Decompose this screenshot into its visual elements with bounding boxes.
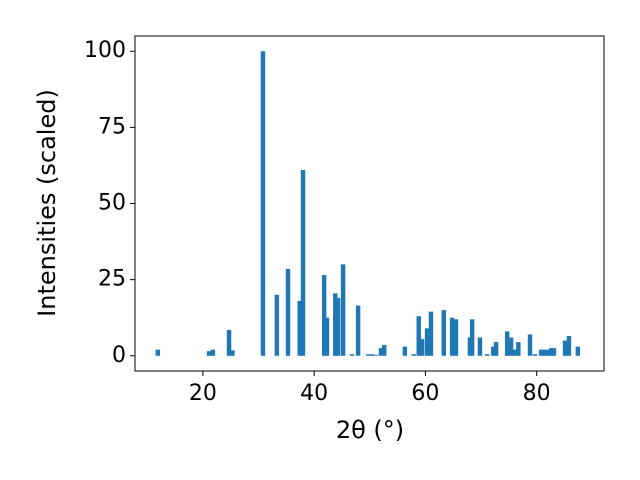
- y-tick-label: 75: [98, 114, 126, 139]
- bar: [355, 305, 361, 356]
- bar: [516, 342, 521, 356]
- bar: [300, 170, 306, 356]
- y-tick-label: 25: [98, 267, 126, 292]
- bar: [285, 268, 291, 356]
- bar: [333, 293, 338, 356]
- bar: [545, 349, 551, 356]
- bar: [575, 346, 581, 356]
- bar: [453, 319, 459, 356]
- bar: [411, 354, 416, 356]
- bar: [477, 337, 483, 356]
- bar: [226, 329, 232, 356]
- y-tick-label: 50: [98, 191, 126, 216]
- bar: [566, 335, 572, 356]
- bar: [449, 317, 455, 356]
- y-tick-label: 0: [112, 343, 126, 368]
- bar: [419, 339, 425, 356]
- bar: [402, 346, 408, 356]
- bar: [324, 317, 330, 356]
- bar: [321, 275, 327, 356]
- bar: [416, 316, 421, 356]
- x-tick-label: 80: [523, 381, 551, 406]
- bar: [441, 310, 446, 356]
- bar: [493, 342, 499, 356]
- bar: [532, 354, 538, 356]
- bar: [274, 294, 280, 356]
- bar: [491, 346, 496, 356]
- bar: [548, 348, 554, 356]
- x-axis-label: 2θ (°): [336, 416, 404, 444]
- bar: [155, 349, 161, 356]
- bar: [428, 311, 434, 356]
- x-tick-label: 20: [189, 381, 217, 406]
- y-axis-label: Intensities (scaled): [33, 89, 61, 317]
- bar: [335, 297, 341, 356]
- bar: [206, 351, 212, 356]
- bar: [424, 328, 430, 356]
- bar: [562, 340, 568, 356]
- bar: [210, 349, 216, 356]
- bar: [297, 300, 302, 356]
- x-tick-label: 40: [300, 381, 328, 406]
- plot-frame: [134, 35, 605, 372]
- x-tick-label: 60: [411, 381, 439, 406]
- bar: [527, 334, 533, 356]
- bar: [260, 51, 266, 356]
- bar: [504, 331, 510, 356]
- bar: [551, 348, 557, 356]
- bar: [538, 349, 544, 356]
- bar: [373, 354, 379, 356]
- bar: [541, 349, 547, 356]
- bar: [469, 319, 475, 356]
- bar: [340, 264, 346, 356]
- bar: [349, 354, 355, 356]
- y-tick-label: 100: [84, 38, 126, 63]
- bar: [382, 345, 387, 356]
- bar: [365, 354, 371, 356]
- bar: [511, 349, 517, 356]
- bar: [484, 354, 490, 356]
- bar: [369, 354, 375, 356]
- bar: [230, 350, 235, 356]
- bar: [378, 348, 384, 356]
- bar: [508, 337, 514, 356]
